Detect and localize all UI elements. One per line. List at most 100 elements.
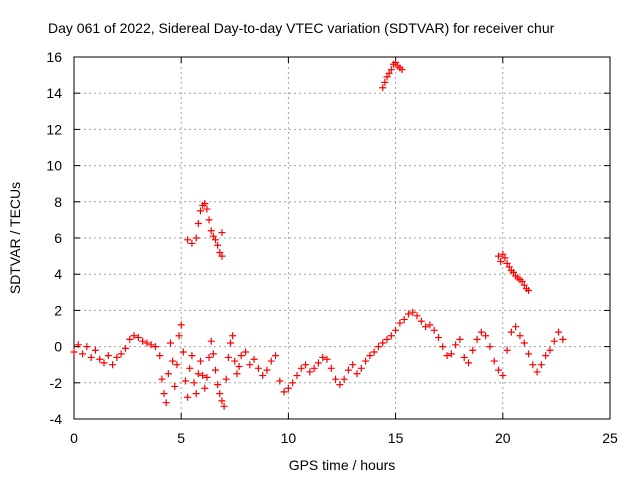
- data-point: [214, 241, 222, 249]
- data-point: [490, 357, 498, 365]
- data-point: [276, 377, 284, 385]
- data-point: [203, 373, 211, 381]
- data-point: [171, 382, 179, 390]
- data-point: [96, 355, 104, 363]
- data-point: [417, 317, 425, 325]
- data-point: [237, 352, 245, 360]
- data-point: [387, 66, 395, 74]
- data-point: [439, 343, 447, 351]
- data-point: [404, 310, 412, 318]
- x-tick-label: 0: [70, 430, 78, 446]
- y-tick-label: 2: [54, 302, 62, 318]
- data-point: [430, 326, 438, 334]
- data-point: [336, 381, 344, 389]
- data-point: [422, 323, 430, 331]
- data-point: [166, 339, 174, 347]
- x-axis-label: GPS time / hours: [289, 457, 396, 473]
- data-point: [499, 250, 507, 258]
- data-point: [306, 368, 314, 376]
- data-point: [233, 370, 241, 378]
- data-point: [284, 384, 292, 392]
- x-axis-ticks: 0 5 10 15 20 25: [70, 57, 618, 446]
- data-point: [192, 390, 200, 398]
- data-point: [74, 341, 82, 349]
- data-point: [507, 328, 515, 336]
- data-point: [297, 364, 305, 372]
- data-point: [196, 357, 204, 365]
- data-point: [117, 350, 125, 358]
- data-point: [537, 361, 545, 369]
- data-point: [456, 335, 464, 343]
- data-point: [486, 343, 494, 351]
- data-point: [186, 364, 194, 372]
- data-point: [447, 350, 455, 358]
- data-point: [400, 315, 408, 323]
- data-point: [443, 352, 451, 360]
- data-point: [218, 252, 226, 260]
- data-point: [203, 205, 211, 213]
- data-point: [495, 366, 503, 374]
- y-axis-label: SDTVAR / TECUs: [7, 182, 23, 294]
- x-tick-label: 20: [495, 430, 511, 446]
- data-points: [70, 58, 567, 410]
- data-point: [501, 254, 509, 262]
- data-point: [214, 381, 222, 389]
- y-tick-label: -2: [50, 375, 63, 391]
- data-point: [327, 364, 335, 372]
- data-point: [175, 332, 183, 340]
- chart-title: Day 061 of 2022, Sidereal Day-to-day VTE…: [48, 20, 555, 36]
- data-point: [179, 348, 187, 356]
- data-point: [413, 312, 421, 320]
- data-point: [246, 361, 254, 369]
- y-tick-label: -4: [50, 411, 63, 427]
- data-point: [212, 366, 220, 374]
- data-point: [205, 353, 213, 361]
- data-point: [147, 341, 155, 349]
- data-point: [263, 366, 271, 374]
- data-point: [503, 259, 511, 267]
- data-point: [362, 357, 370, 365]
- data-point: [199, 372, 207, 380]
- data-point: [130, 332, 138, 340]
- data-point: [227, 339, 235, 347]
- data-point: [218, 229, 226, 237]
- data-point: [134, 334, 142, 342]
- y-tick-label: 16: [46, 49, 62, 65]
- y-axis-ticks: -4 -2 0 2 4 6 8 10 12 14 16: [46, 49, 610, 427]
- data-point: [250, 355, 258, 363]
- x-tick-label: 15: [388, 430, 404, 446]
- data-point: [512, 323, 520, 331]
- data-point: [323, 355, 331, 363]
- data-point: [216, 390, 224, 398]
- data-point: [201, 200, 209, 208]
- data-point: [201, 384, 209, 392]
- data-point: [370, 348, 378, 356]
- data-point: [385, 69, 393, 77]
- data-point: [207, 227, 215, 235]
- data-point: [121, 344, 129, 352]
- data-point: [205, 216, 213, 224]
- y-tick-label: 14: [46, 85, 62, 101]
- data-point: [207, 337, 215, 345]
- data-point: [220, 402, 228, 410]
- data-point: [379, 84, 387, 92]
- data-point: [409, 308, 417, 316]
- data-point: [91, 346, 99, 354]
- data-point: [293, 372, 301, 380]
- data-point: [357, 364, 365, 372]
- data-point: [520, 339, 528, 347]
- data-point: [464, 359, 472, 367]
- data-point: [169, 357, 177, 365]
- data-point: [510, 268, 518, 276]
- data-point: [209, 350, 217, 358]
- data-point: [319, 353, 327, 361]
- y-tick-label: 6: [54, 230, 62, 246]
- data-point: [518, 277, 526, 285]
- data-point: [231, 357, 239, 365]
- data-point: [190, 379, 198, 387]
- data-point: [181, 377, 189, 385]
- data-point: [192, 234, 200, 242]
- data-point: [109, 361, 117, 369]
- data-point: [366, 352, 374, 360]
- data-point: [473, 335, 481, 343]
